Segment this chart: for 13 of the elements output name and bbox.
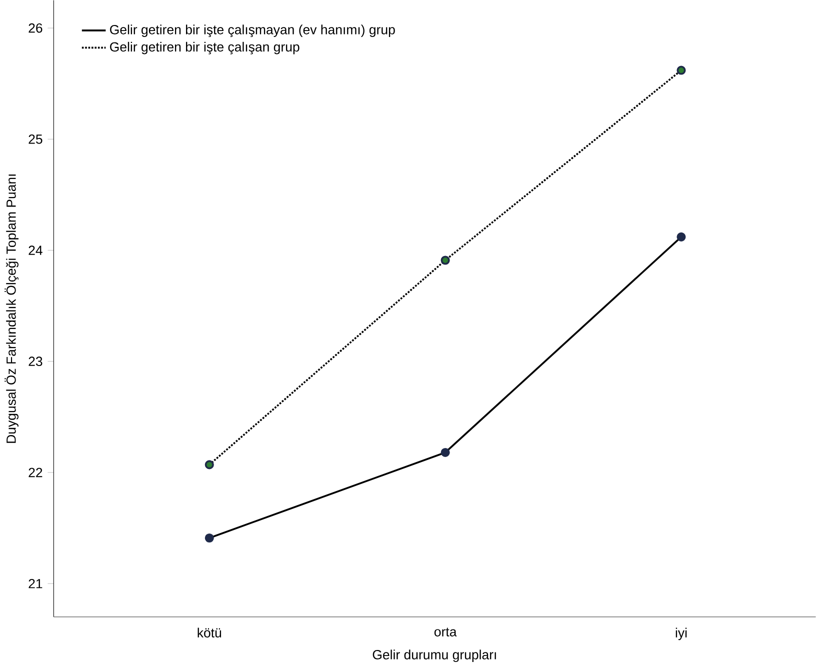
x-tick-label: iyi bbox=[676, 628, 687, 640]
y-tick-label: 25 bbox=[28, 134, 42, 144]
y-axis-title: Duygusal Öz Farkındalık Ölçeği Toplam Puanı bbox=[4, 174, 19, 444]
y-tick-label: 26 bbox=[28, 24, 42, 33]
y-tick-label: 22 bbox=[28, 468, 42, 478]
legend-label: Gelir getiren bir işte çalışmayan (ev hanımı) grup bbox=[110, 24, 395, 38]
x-tick-label: kötü bbox=[198, 628, 222, 638]
y-tick-label: 24 bbox=[28, 246, 42, 256]
legend-label: Gelir getiren bir işte çalışan grup bbox=[110, 42, 300, 54]
x-axis-title: Gelir durumu grupları bbox=[372, 650, 496, 662]
y-tick-label: 21 bbox=[28, 579, 42, 588]
y-tick-label: 23 bbox=[28, 356, 42, 366]
x-tick-label: orta bbox=[434, 628, 457, 637]
